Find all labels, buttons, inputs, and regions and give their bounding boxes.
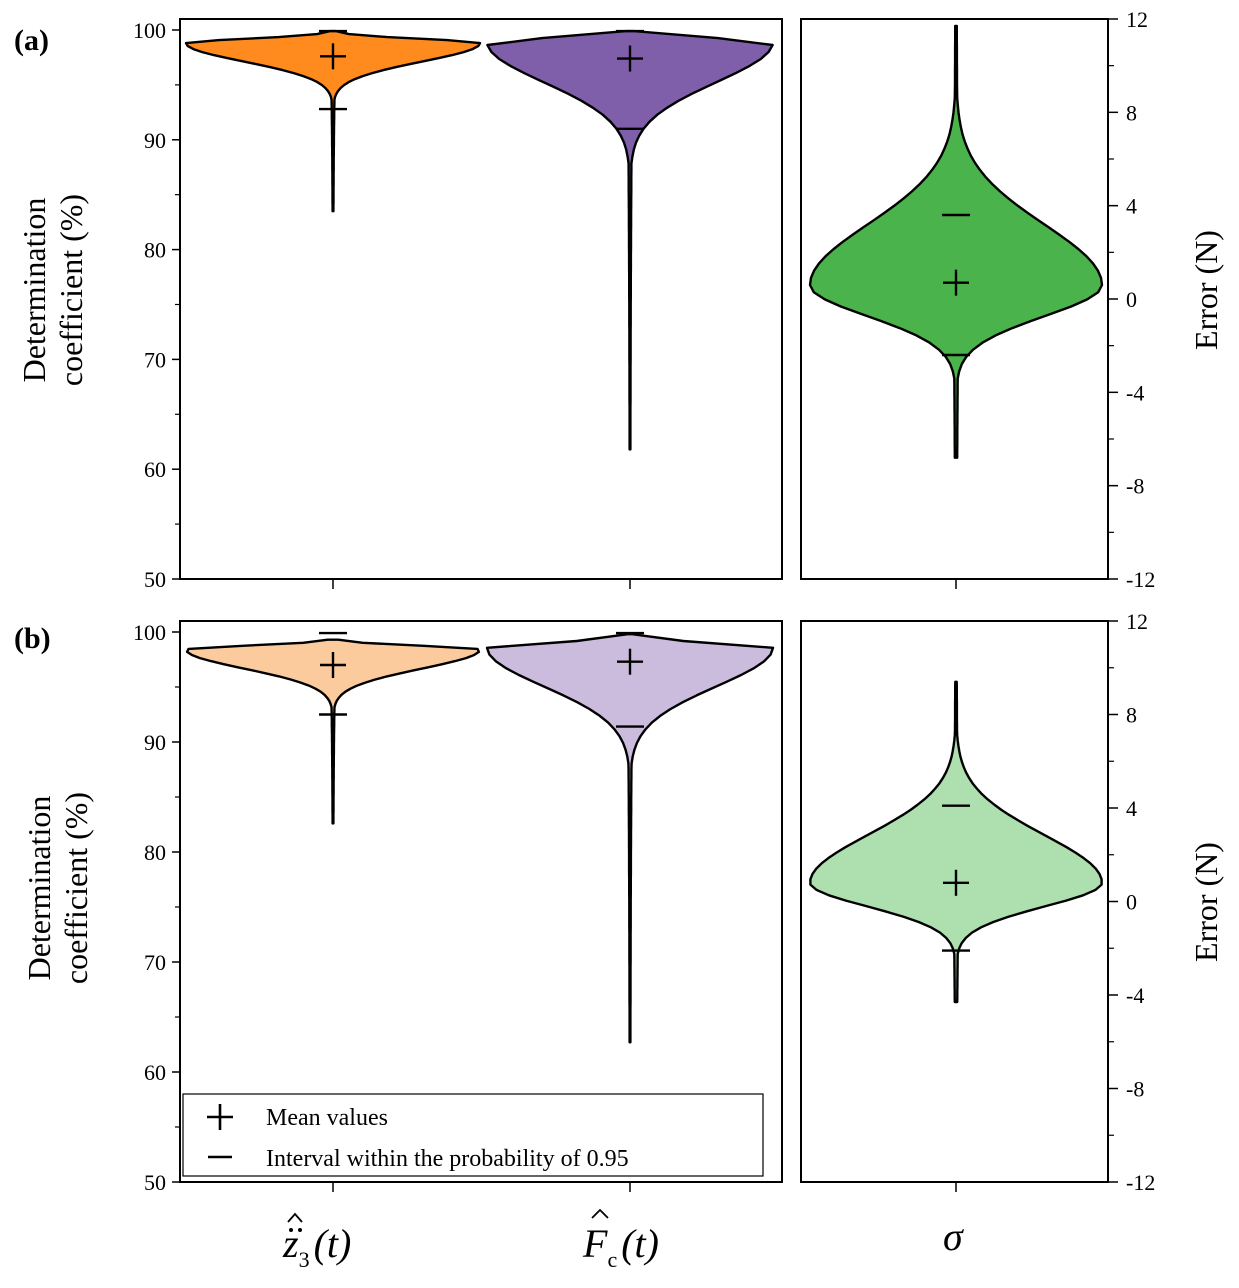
svg-text:z3(t): z3 (t) xyxy=(282,1221,351,1272)
z3-dot-mark-left xyxy=(289,1228,293,1232)
right-tick-label: 8 xyxy=(1126,703,1137,728)
fc-hat-mark xyxy=(591,1208,609,1219)
violin-1 xyxy=(486,29,774,451)
panel-a: 50 60 70 80 90 100 -12 -8 -4 0 4 8 12 xyxy=(133,7,1155,592)
z3-dot-mark-right xyxy=(298,1228,302,1232)
svg-text:coefficient (%): coefficient (%) xyxy=(53,194,89,386)
violin-2 xyxy=(808,24,1104,459)
category-label-fc: Fc (t) xyxy=(582,1208,659,1272)
left-tick-label: 90 xyxy=(144,730,166,755)
legend-mean-marker xyxy=(207,1104,233,1130)
right-tick-label: -4 xyxy=(1126,380,1144,405)
right-tick-label: 0 xyxy=(1126,890,1137,915)
svg-text:coefficient (%): coefficient (%) xyxy=(58,792,94,984)
panel-b-right-axis-title: Error (N) xyxy=(1188,842,1224,962)
right-tick-label: 4 xyxy=(1126,796,1137,821)
left-plot-frame xyxy=(179,620,783,1183)
right-tick-label: 12 xyxy=(1126,7,1148,32)
left-tick-label: 80 xyxy=(144,238,166,263)
left-tick-label: 50 xyxy=(144,1170,166,1195)
left-tick-label: 50 xyxy=(144,567,166,592)
panel-a-label: (a) xyxy=(14,24,49,57)
panel-b: 50 60 70 80 90 100 -12 -8 -4 0 4 8 12 xyxy=(133,609,1155,1195)
left-tick-label: 60 xyxy=(144,457,166,482)
right-tick-label: 0 xyxy=(1126,287,1137,312)
right-tick-label: -8 xyxy=(1126,474,1144,499)
left-plot-frame xyxy=(179,18,783,580)
left-tick-label: 100 xyxy=(133,18,166,43)
right-tick-label: 12 xyxy=(1126,609,1148,634)
panel-a-left-axis-title: Determination coefficient (%) xyxy=(16,194,89,386)
left-tick-label: 70 xyxy=(144,950,166,975)
category-label-z3: z3 (t) xyxy=(282,1212,351,1272)
right-tick-label: -4 xyxy=(1126,983,1144,1008)
right-tick-label: -8 xyxy=(1126,1077,1144,1102)
legend-box xyxy=(182,1093,764,1177)
z3-hat-mark xyxy=(287,1212,303,1223)
legend: Mean values Interval within the probabil… xyxy=(182,1093,764,1177)
svg-text:Determination: Determination xyxy=(21,796,57,981)
right-tick-label: -12 xyxy=(1126,1170,1155,1195)
left-tick-label: 70 xyxy=(144,347,166,372)
violin-0 xyxy=(185,638,481,825)
left-tick-label: 100 xyxy=(133,620,166,645)
svg-text:Fc(t): Fc (t) xyxy=(582,1221,659,1272)
right-tick-label: 4 xyxy=(1126,194,1137,219)
panel-b-label: (b) xyxy=(14,622,51,655)
right-tick-label: -12 xyxy=(1126,567,1155,592)
panel-b-left-axis-title: Determination coefficient (%) xyxy=(21,792,94,984)
category-label-sigma: σ xyxy=(943,1214,964,1259)
legend-mean-label: Mean values xyxy=(266,1105,388,1131)
panel-a-right-axis-title: Error (N) xyxy=(1188,230,1224,350)
violin-2 xyxy=(809,680,1103,1004)
right-tick-label: 8 xyxy=(1126,100,1137,125)
violin-1 xyxy=(485,633,775,1044)
left-tick-label: 60 xyxy=(144,1060,166,1085)
svg-text:Determination: Determination xyxy=(16,198,52,383)
left-tick-label: 80 xyxy=(144,840,166,865)
legend-interval-label: Interval within the probability of 0.95 xyxy=(266,1146,629,1172)
left-tick-label: 90 xyxy=(144,128,166,153)
